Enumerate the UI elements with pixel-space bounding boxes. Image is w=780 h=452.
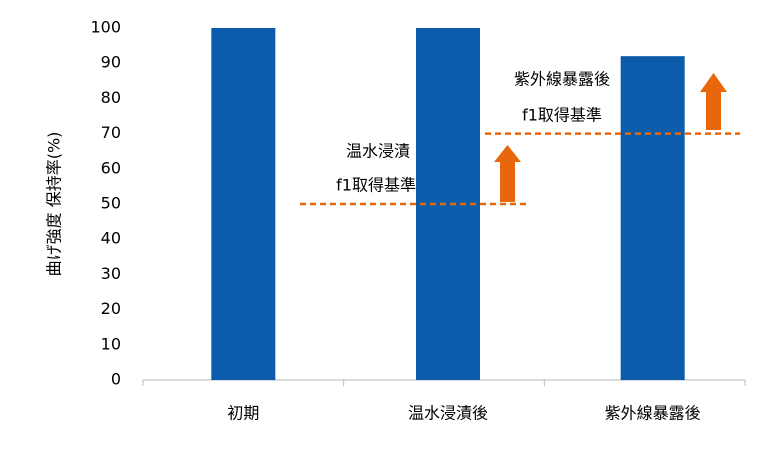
y-tick-label: 50 — [101, 194, 121, 213]
y-tick-label: 80 — [101, 88, 121, 107]
y-tick-label: 20 — [101, 299, 121, 318]
arrow — [494, 145, 521, 202]
bar — [620, 56, 685, 380]
bar — [416, 28, 480, 380]
y-tick-label: 70 — [101, 123, 121, 142]
y-tick-label: 100 — [90, 18, 121, 37]
y-tick-label: 10 — [101, 334, 121, 353]
reference-label: 温水浸漬 — [346, 142, 410, 161]
reference-label: 紫外線暴露後 — [514, 70, 610, 89]
reference-label: f1取得基準 — [522, 106, 602, 125]
y-tick-label: 0 — [111, 370, 121, 389]
reference-label: f1取得基準 — [336, 176, 416, 195]
y-tick-label: 60 — [101, 158, 121, 177]
bar — [211, 28, 276, 380]
x-tick-label: 温水浸漬後 — [408, 404, 488, 423]
x-tick-label: 紫外線暴露後 — [605, 404, 701, 423]
y-tick-label: 30 — [101, 264, 121, 283]
arrow — [700, 73, 727, 130]
x-tick-label: 初期 — [227, 404, 259, 423]
y-tick-label: 40 — [101, 229, 121, 248]
y-axis-title: 曲げ強度 保持率(%) — [45, 132, 64, 277]
y-tick-label: 90 — [101, 53, 121, 72]
